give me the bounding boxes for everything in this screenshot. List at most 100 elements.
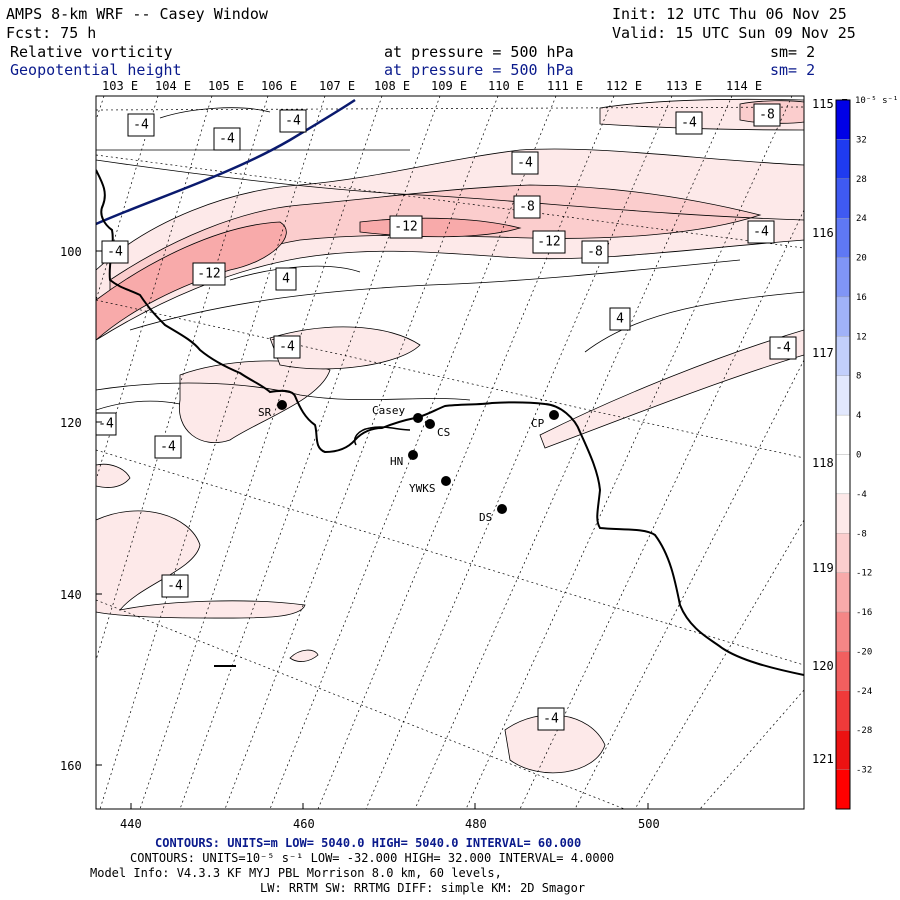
field1-level: at pressure = 500 hPa	[384, 43, 574, 61]
svg-text:-4: -4	[167, 579, 183, 594]
colorbar-swatch	[835, 769, 851, 810]
svg-text:-4: -4	[775, 341, 791, 356]
station-dot	[425, 419, 435, 429]
colorbar-tick-label: -16	[856, 608, 872, 618]
vorticity-band-cp	[539, 329, 804, 449]
init-time: Init: 12 UTC Thu 06 Nov 25	[612, 5, 847, 23]
colorbar-tick-label: -28	[856, 726, 872, 736]
vorticity-contour	[96, 159, 804, 221]
colorbar-swatch	[835, 651, 851, 691]
station-dot	[441, 476, 451, 486]
svg-text:-4: -4	[543, 712, 559, 727]
lon-label: 111 E	[547, 79, 583, 93]
x-tick-label: 500	[638, 817, 660, 831]
y-tick-label: 120	[60, 416, 82, 430]
lon-label: 103 E	[102, 79, 138, 93]
colorbar-swatch	[835, 336, 851, 376]
contour-label: -8	[581, 240, 609, 264]
colorbar-swatch	[835, 139, 851, 179]
lon-label: 109 E	[431, 79, 467, 93]
colorbar-tick-label: -32	[856, 766, 872, 776]
colorbar-tick-label: 32	[856, 135, 867, 145]
svg-text:-4: -4	[681, 116, 697, 131]
station-marker: DS	[479, 504, 507, 524]
colorbar-swatch	[835, 690, 851, 731]
colorbar-tick-label: 28	[856, 175, 867, 185]
station-marker: CP	[531, 410, 559, 430]
station-marker: HN	[390, 450, 418, 468]
map-frame	[95, 95, 805, 810]
contour-label: -4	[154, 435, 182, 459]
contour-label: -4	[161, 574, 189, 598]
model-info: Model Info: V4.3.3 KF MYJ PBL Morrison 8…	[90, 866, 502, 880]
contour-label: 4	[275, 267, 297, 291]
vorticity-core-medium	[109, 184, 762, 321]
map-plot-area	[96, 96, 804, 809]
colorbar-tick-label: -20	[856, 647, 872, 657]
header: AMPS 8-km WRF -- Casey Window Fcst: 75 h…	[6, 5, 856, 79]
figure-title: AMPS 8-km WRF -- Casey Window	[6, 5, 269, 23]
svg-text:-4: -4	[160, 440, 176, 455]
colorbar-swatch	[835, 572, 851, 613]
lon-label: 108 E	[374, 79, 410, 93]
y-tick-label: 100	[60, 245, 82, 259]
height-contours-info: CONTOURS: UNITS=m LOW= 5040.0 HIGH= 5040…	[155, 836, 581, 850]
svg-text:-4: -4	[753, 225, 769, 240]
vorticity-contour	[96, 400, 181, 411]
field2-name: Geopotential height	[10, 61, 182, 79]
longitude-labels-top: 103 E 104 E 105 E 106 E 107 E 108 E 109 …	[102, 79, 762, 93]
colorbar-tick-label: 8	[856, 372, 861, 382]
valid-time: Valid: 15 UTC Sun 09 Nov 25	[612, 24, 856, 42]
contour-label: -12	[389, 215, 423, 239]
station-label: HN	[390, 455, 403, 468]
svg-text:-12: -12	[394, 220, 417, 235]
field1-sm: sm= 2	[770, 43, 815, 61]
colorbar-swatch	[835, 414, 851, 455]
contour-label: -4	[769, 336, 797, 360]
colorbar-swatch	[835, 99, 851, 140]
vorticity-contours	[96, 107, 804, 411]
contour-label: -12	[532, 230, 566, 254]
contour-label: -8	[753, 103, 781, 127]
lon-label: 105 E	[208, 79, 244, 93]
colorbar-swatch	[835, 611, 851, 652]
vorticity-contour	[229, 265, 361, 281]
svg-text:-4: -4	[279, 340, 295, 355]
lon-label: 112 E	[606, 79, 642, 93]
vorticity-core-west	[96, 221, 287, 341]
lon-label: 114 E	[726, 79, 762, 93]
colorbar-swatch	[835, 178, 851, 219]
station-label: SR	[258, 406, 272, 419]
station-dot	[549, 410, 559, 420]
contour-label: -4	[511, 151, 539, 175]
station-label: DS	[479, 511, 492, 524]
contour-label: -4	[127, 113, 155, 137]
graticule	[96, 96, 804, 809]
lon-label: 110 E	[488, 79, 524, 93]
vorticity-contour	[159, 107, 271, 119]
colorbar-tick-label: 0	[856, 451, 861, 461]
colorbar-swatch	[835, 296, 851, 337]
lon-label: 104 E	[155, 79, 191, 93]
svg-text:-8: -8	[759, 108, 775, 123]
station-label: YWKS	[409, 482, 436, 495]
contour-label: 4	[609, 307, 631, 331]
svg-text:-4: -4	[285, 114, 301, 129]
colorbar-tick-label: 20	[856, 254, 867, 264]
svg-text:-4: -4	[517, 156, 533, 171]
station-dot	[497, 504, 507, 514]
coastline-island	[354, 426, 411, 446]
station-marker: YWKS	[409, 476, 451, 495]
colorbar-tick-label: 16	[856, 293, 867, 303]
lon-label: 106 E	[261, 79, 297, 93]
stations: SR Casey CS HN YWKS DS CP	[258, 400, 559, 524]
vorticity-contour	[584, 291, 804, 353]
colorbar-tick-label: -12	[856, 569, 872, 579]
svg-text:4: 4	[282, 272, 290, 287]
colorbar-swatch	[835, 454, 851, 495]
axis-ticks: 440 460 480 500 100 120 140 160	[60, 245, 660, 831]
vorticity-contours-info: CONTOURS: UNITS=10⁻⁵ s⁻¹ LOW= -32.000 HI…	[130, 851, 614, 865]
x-tick-label: 460	[293, 817, 315, 831]
contour-label: -12	[192, 262, 226, 286]
